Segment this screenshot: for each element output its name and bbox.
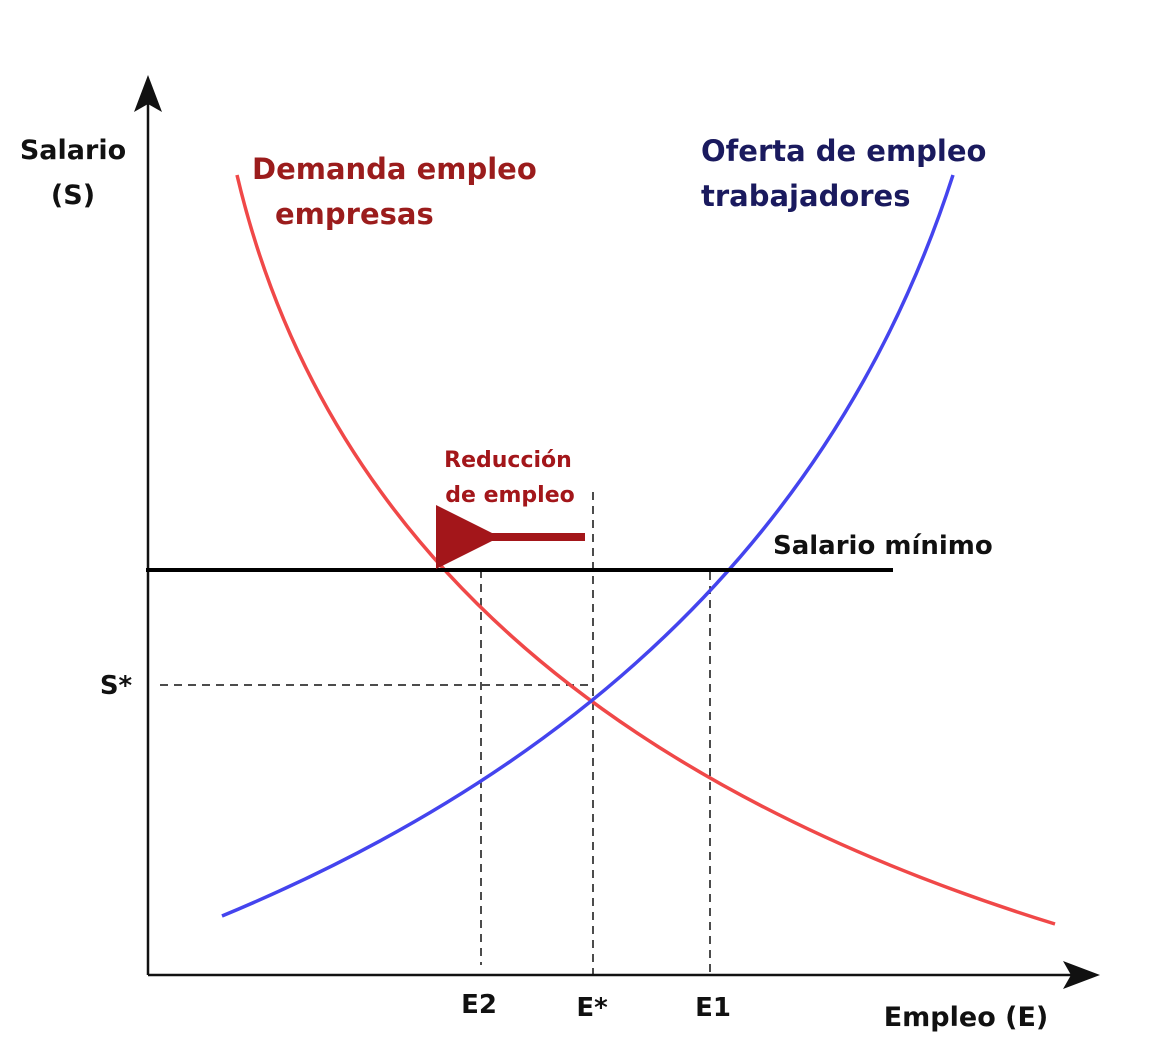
minimum-wage-label: Salario mínimo xyxy=(773,531,993,561)
e1-label: E1 xyxy=(695,993,731,1023)
supply-curve xyxy=(221,174,955,918)
demand-curve xyxy=(235,174,1056,926)
x-axis-label: Empleo (E) xyxy=(884,1002,1049,1033)
e2-label: E2 xyxy=(461,990,497,1020)
y-axis-label-line2: (S) xyxy=(51,180,95,211)
reduction-label-line2: de empleo xyxy=(445,483,575,508)
demand-label-line1: Demanda empleo xyxy=(252,152,537,186)
guide-lines xyxy=(160,492,711,975)
y-axis-label-line1: Salario xyxy=(20,135,126,166)
demand-label-line2: empresas xyxy=(275,197,434,231)
supply-label-line1: Oferta de empleo xyxy=(701,134,986,168)
supply-label-line2: trabajadores xyxy=(701,179,911,213)
x-axis-arrowhead xyxy=(1063,961,1100,989)
s-star-label: S* xyxy=(100,671,133,701)
reduction-label-line1: Reducción xyxy=(444,448,572,473)
e-star-label: E* xyxy=(576,993,608,1023)
y-axis-arrowhead xyxy=(134,75,162,112)
